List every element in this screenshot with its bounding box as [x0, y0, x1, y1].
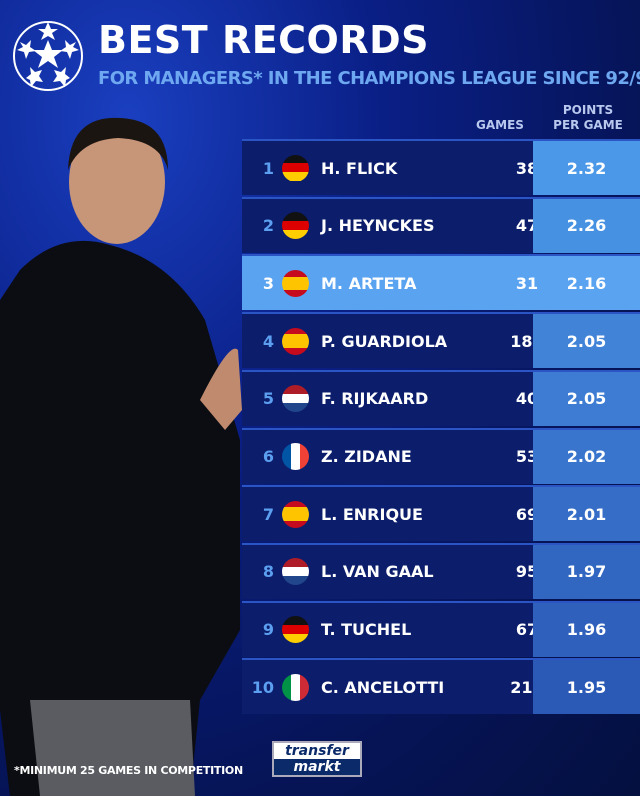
table-row: 7 L. ENRIQUE 69 2.01 [242, 485, 640, 542]
germany-flag-icon [282, 616, 309, 644]
ppg-value: 1.97 [533, 544, 640, 599]
rank: 4 [262, 331, 274, 351]
games-value: 31 [515, 273, 539, 293]
table-row: 1 H. FLICK 38 2.32 [242, 139, 640, 195]
netherlands-flag-icon [282, 558, 309, 586]
table-row: 5 F. RIJKAARD 40 2.05 [242, 369, 640, 426]
ppg-value: 2.05 [533, 314, 640, 369]
rank: 10 [251, 677, 274, 697]
champions-league-starball-icon [13, 21, 83, 91]
table-row: 4 P. GUARDIOLA 188 2.05 [242, 312, 640, 369]
logo-top-text: transfer [274, 743, 360, 759]
rank: 9 [262, 620, 274, 640]
rank: 6 [262, 447, 274, 466]
logo-bottom-text: markt [274, 759, 360, 775]
germany-flag-icon [282, 154, 309, 182]
manager-name: P. GUARDIOLA [321, 331, 448, 351]
table-row: 3 M. ARTETA 31 2.16 [242, 254, 640, 311]
ppg-value: 2.16 [566, 273, 607, 293]
ppg-value: 2.02 [533, 429, 640, 484]
table-row: 8 L. VAN GAAL 95 1.97 [242, 542, 640, 599]
manager-name: T. TUCHEL [321, 620, 412, 640]
rank: 5 [262, 389, 274, 409]
manager-name: Z. ZIDANE [321, 447, 412, 466]
manager-name: J. HEYNCKES [321, 216, 435, 236]
rank: 2 [262, 216, 274, 236]
games-value: 38 [515, 158, 539, 178]
manager-photo [0, 117, 242, 796]
column-header-games: GAMES [476, 118, 524, 132]
table-row: 6 Z. ZIDANE 53 2.02 [242, 427, 640, 484]
games-value: 67 [515, 620, 539, 640]
manager-name: L. VAN GAAL [321, 562, 434, 582]
france-flag-icon [282, 443, 309, 470]
ppg-value: 2.26 [533, 198, 640, 253]
spain-flag-icon [282, 327, 309, 355]
table-row: 10 C. ANCELOTTI 218 1.95 [242, 658, 640, 715]
ppg-value: 2.01 [533, 487, 640, 542]
spain-flag-icon [282, 500, 309, 528]
manager-name: M. ARTETA [321, 273, 417, 293]
page-subtitle: FOR MANAGERS* IN THE CHAMPIONS LEAGUE SI… [98, 68, 640, 89]
table-row: 9 T. TUCHEL 67 1.96 [242, 600, 640, 657]
ppg-value: 1.95 [533, 660, 640, 715]
games-value: 95 [515, 562, 539, 582]
games-value: 69 [515, 504, 539, 524]
rank: 1 [262, 158, 274, 178]
rank: 3 [262, 273, 274, 293]
spain-flag-icon [282, 269, 309, 297]
games-value: 53 [515, 447, 539, 466]
ppg-value: 2.05 [533, 371, 640, 426]
page-title: BEST RECORDS [98, 18, 430, 62]
germany-flag-icon [282, 212, 309, 240]
manager-name: F. RIJKAARD [321, 389, 429, 409]
footnote: *MINIMUM 25 GAMES IN COMPETITION [14, 764, 243, 777]
rank: 7 [262, 504, 274, 524]
italy-flag-icon [282, 673, 309, 701]
manager-name: H. FLICK [321, 158, 398, 178]
transfermarkt-logo: transfer markt [272, 741, 362, 777]
manager-name: L. ENRIQUE [321, 504, 423, 524]
games-value: 47 [515, 216, 539, 236]
rank: 8 [262, 562, 274, 582]
ppg-value: 1.96 [533, 602, 640, 657]
column-header-points-per-game: POINTS PER GAME [553, 103, 623, 132]
netherlands-flag-icon [282, 385, 309, 413]
table-row: 2 J. HEYNCKES 47 2.26 [242, 196, 640, 253]
ppg-value: 2.32 [533, 141, 640, 195]
games-value: 40 [515, 389, 539, 409]
manager-name: C. ANCELOTTI [321, 677, 445, 697]
